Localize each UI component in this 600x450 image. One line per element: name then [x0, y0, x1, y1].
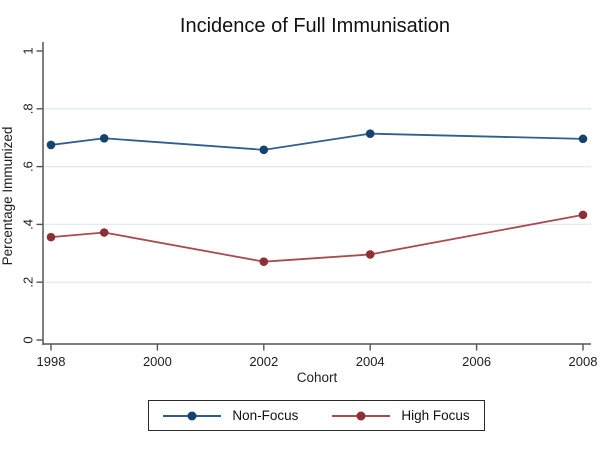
chart-title: Incidence of Full Immunisation: [179, 15, 451, 37]
x-axis-ticks: 1998 2000 2002 2004 2006 2008: [37, 344, 598, 369]
axes: [42, 42, 591, 345]
gridlines: [44, 108, 591, 283]
svg-text:.6: .6: [21, 161, 36, 172]
svg-text:.2: .2: [21, 277, 36, 288]
svg-text:2006: 2006: [462, 354, 491, 369]
legend-item-high-focus: High Focus: [332, 408, 470, 423]
svg-text:0: 0: [21, 336, 36, 343]
svg-text:1: 1: [21, 47, 36, 54]
svg-text:2002: 2002: [249, 354, 278, 369]
svg-text:2000: 2000: [143, 354, 172, 369]
non-focus-line-marker-icon: [163, 411, 222, 420]
y-axis-ticks: 0 .2 .4 .6 .8 1: [21, 47, 43, 344]
svg-text:1998: 1998: [37, 354, 66, 369]
x-axis-label: Cohort: [297, 370, 338, 385]
legend-label-high-focus: High Focus: [401, 408, 470, 423]
high-focus-line-marker-icon: [332, 411, 391, 420]
legend-label-non-focus: Non-Focus: [232, 408, 299, 423]
data-series: [46, 129, 588, 266]
svg-text:2008: 2008: [569, 354, 598, 369]
svg-text:.8: .8: [21, 103, 36, 114]
svg-text:.4: .4: [21, 219, 36, 230]
legend-item-non-focus: Non-Focus: [163, 408, 298, 423]
y-axis-label: Percentage Immunized: [0, 127, 15, 266]
svg-text:2004: 2004: [356, 354, 385, 369]
legend: Non-Focus High Focus: [148, 400, 485, 431]
